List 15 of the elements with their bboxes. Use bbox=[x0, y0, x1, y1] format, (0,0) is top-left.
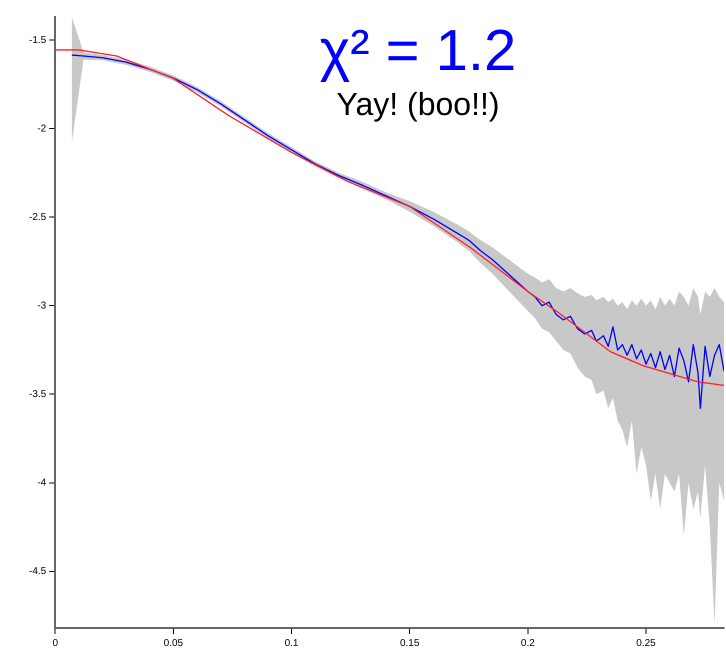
x-tick-label: 0 bbox=[52, 638, 58, 649]
text: Yay! (boo!!) bbox=[335, 86, 501, 122]
y-tick-label: -3 bbox=[37, 300, 47, 312]
y-tick-label: -4.5 bbox=[28, 566, 47, 578]
x-tick-label: 0.05 bbox=[164, 638, 184, 649]
x-tick-label: 0.2 bbox=[520, 638, 536, 649]
y-tick-label: -4 bbox=[37, 478, 47, 489]
y-tick-label: -2 bbox=[37, 123, 47, 134]
y-tick-label: -2.5 bbox=[28, 212, 47, 223]
y-tick-label: -3.5 bbox=[28, 388, 47, 400]
x-tick-label: 0.25 bbox=[636, 638, 656, 649]
y-tick-label: -1.5 bbox=[28, 34, 47, 46]
x-tick-label: 0.1 bbox=[284, 638, 299, 649]
chart-title: χ² = 1.2 bbox=[318, 18, 518, 83]
x-tick-label: 0.15 bbox=[400, 638, 420, 649]
